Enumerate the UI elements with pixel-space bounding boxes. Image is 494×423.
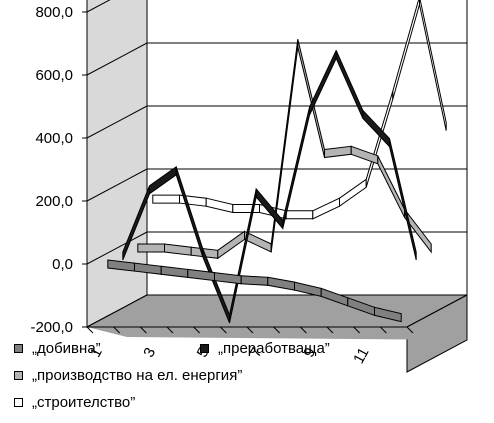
series-0 <box>107 259 402 323</box>
series-0-segment <box>240 275 269 286</box>
series-3-segment <box>232 204 260 213</box>
y-tick-label: 400,0 <box>35 130 73 147</box>
y-tick-label: -200,0 <box>30 319 73 336</box>
chart-walls <box>86 0 468 328</box>
series-3 <box>152 0 447 220</box>
gridline-side <box>86 168 148 202</box>
x-tick-mark <box>379 326 387 334</box>
y-tick-label: 600,0 <box>35 67 73 84</box>
x-tick-label: 3 <box>140 345 159 360</box>
series-3-segment <box>152 194 180 204</box>
x-tick-label: 1 <box>87 345 106 360</box>
x-tick-mark <box>166 326 174 334</box>
x-tick-label: 9 <box>300 345 319 360</box>
chart-floor <box>86 294 468 373</box>
x-tick-mark <box>219 326 227 334</box>
x-tick-label: 5 <box>194 345 213 360</box>
series-layer <box>107 0 447 324</box>
x-tick-mark <box>326 326 334 334</box>
gridline-side <box>86 0 111 13</box>
series-3-segment <box>419 0 447 131</box>
floor-top <box>86 294 468 328</box>
y-axis-tick-labels: -200,00,0200,0400,0600,0800,01000,01200,… <box>30 4 73 336</box>
x-tick-label: 11 <box>350 345 372 367</box>
x-tick-mark <box>353 326 361 334</box>
x-tick-mark <box>113 326 121 334</box>
x-tick-mark <box>406 326 414 334</box>
y-tick-label: 0,0 <box>52 256 73 273</box>
x-tick-mark <box>193 326 201 334</box>
y-tick-label: 800,0 <box>35 4 73 21</box>
x-tick-label: 7 <box>247 345 266 360</box>
series-0-segment <box>374 306 402 323</box>
series-2-segment <box>404 207 432 254</box>
x-tick-mark <box>86 326 94 334</box>
series-2 <box>137 39 432 260</box>
x-tick-mark <box>273 326 281 334</box>
floor-face <box>87 327 467 340</box>
y-tick-label: 200,0 <box>35 193 73 210</box>
series-2-segment <box>137 243 165 253</box>
side-wall <box>86 0 148 328</box>
gridline-side <box>86 231 148 265</box>
series-1 <box>122 50 417 324</box>
x-tick-mark <box>139 326 147 334</box>
x-tick-mark <box>246 326 254 334</box>
series-1-segment <box>389 138 417 261</box>
x-tick-mark <box>299 326 307 334</box>
gridline-side <box>86 105 148 139</box>
series-3-segment <box>285 210 314 220</box>
gridline-side <box>86 42 148 76</box>
